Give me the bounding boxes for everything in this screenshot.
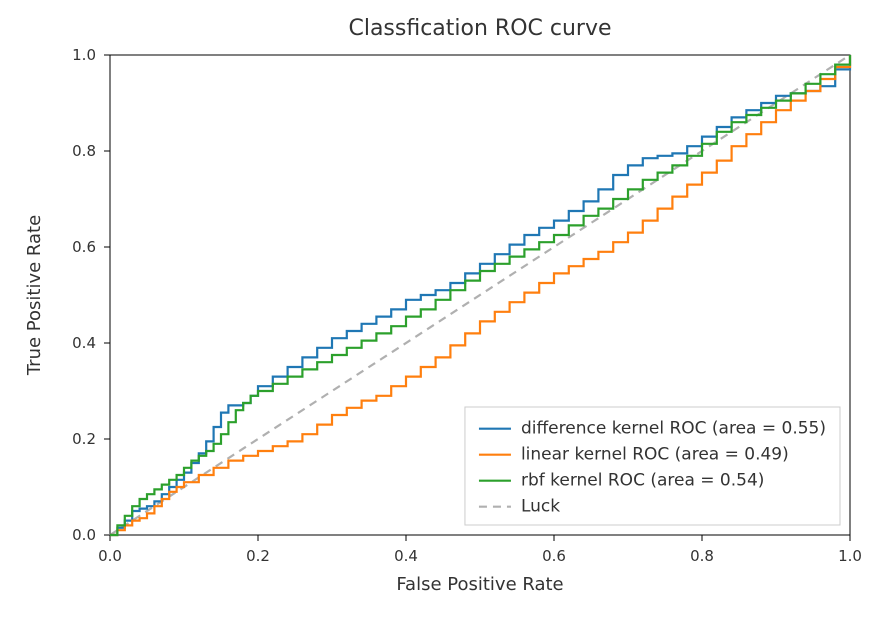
y-axis-label: True Positive Rate xyxy=(24,215,45,376)
x-tick-label: 0.6 xyxy=(542,547,566,565)
y-tick-label: 0.6 xyxy=(72,238,96,256)
x-tick-label: 0.0 xyxy=(98,547,122,565)
y-tick-label: 0.8 xyxy=(72,142,96,160)
y-tick-label: 0.0 xyxy=(72,526,96,544)
roc-svg: 0.0 0.2 0.4 0.6 0.8 1.0 0.0 0.2 0.4 0.6 0.8 1.0 Fals… xyxy=(0,0,893,629)
y-tick-label: 0.2 xyxy=(72,430,96,448)
roc-chart: 0.0 0.2 0.4 0.6 0.8 1.0 0.0 0.2 0.4 0.6 0.8 1.0 Fals… xyxy=(0,0,893,629)
legend: difference kernel ROC (area = 0.55) linea… xyxy=(465,407,840,525)
y-tick-label: 0.4 xyxy=(72,334,96,352)
legend-label: Luck xyxy=(521,497,560,517)
x-tick-label: 0.8 xyxy=(690,547,714,565)
x-tick-label: 0.4 xyxy=(394,547,418,565)
legend-label: linear kernel ROC (area = 0.49) xyxy=(521,445,789,465)
x-axis-label: False Positive Rate xyxy=(396,574,563,595)
legend-label: difference kernel ROC (area = 0.55) xyxy=(521,419,826,439)
x-tick-label: 1.0 xyxy=(838,547,862,565)
legend-label: rbf kernel ROC (area = 0.54) xyxy=(521,471,764,491)
y-tick-label: 1.0 xyxy=(72,46,96,64)
x-tick-label: 0.2 xyxy=(246,547,270,565)
chart-title: Classfication ROC curve xyxy=(348,16,611,41)
